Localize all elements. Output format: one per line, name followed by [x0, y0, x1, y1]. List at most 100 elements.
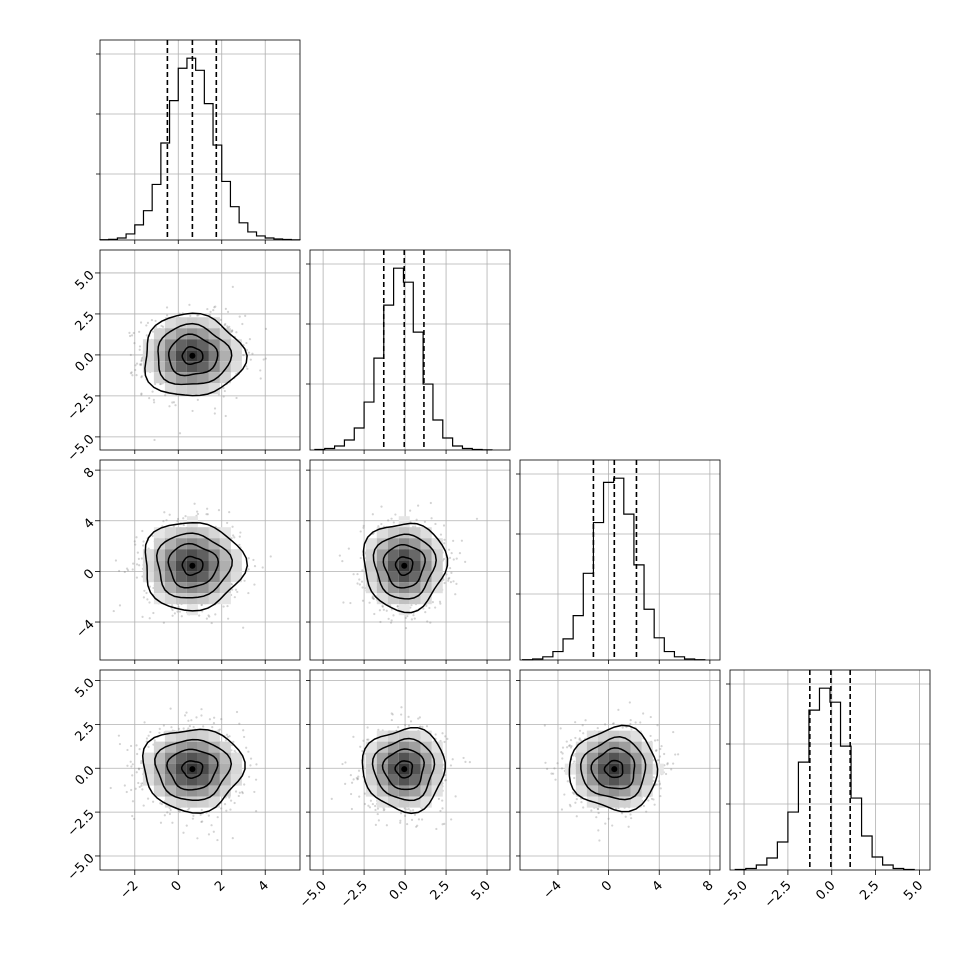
scatter-point: [653, 739, 657, 742]
scatter-point: [366, 726, 369, 729]
scatter-point: [381, 604, 384, 607]
density-cell: [420, 752, 432, 764]
scatter-point: [423, 520, 426, 523]
scatter-point: [130, 334, 134, 337]
scatter-point: [226, 310, 230, 313]
scatter-point: [412, 809, 415, 812]
scatter-point: [138, 564, 141, 567]
density-cell: [197, 538, 209, 550]
scatter-point: [659, 747, 662, 751]
scatter-point: [362, 739, 365, 742]
density-cell: [630, 774, 642, 786]
scatter-point: [182, 523, 185, 527]
density-cell: [431, 560, 443, 572]
scatter-point: [663, 752, 666, 756]
scatter-point: [129, 760, 132, 763]
y-tick-label-2-0: −4: [73, 617, 97, 641]
density-cell: [230, 571, 242, 583]
scatter-point: [146, 321, 150, 324]
contour-level-3: [181, 555, 204, 577]
scatter-point: [238, 791, 241, 794]
scatter-point: [231, 329, 234, 333]
scatter-point: [151, 330, 155, 333]
scatter-point: [206, 513, 209, 516]
scatter-panel-3-1: [309, 669, 511, 871]
density-cell: [398, 527, 410, 539]
density-cell: [186, 339, 198, 351]
density-cell: [387, 741, 399, 753]
density-cell: [219, 549, 231, 561]
scatter-point: [373, 612, 376, 616]
x-tick-label-2-0: −4: [541, 878, 565, 902]
contour-level-0: [361, 726, 446, 815]
scatter-point: [620, 812, 624, 815]
scatter-point: [454, 795, 457, 798]
panel-frame: [729, 669, 931, 871]
density-cell: [153, 350, 165, 362]
scatter-point: [133, 540, 136, 543]
y-tick-label-3-4: 5.0: [72, 676, 97, 701]
density-cell: [431, 774, 443, 786]
scatter-point: [568, 803, 572, 806]
scatter-point: [118, 569, 121, 573]
scatter-point: [253, 583, 256, 586]
scatter-point: [134, 364, 137, 367]
scatter-panel-3-0: [99, 669, 301, 871]
scatter-point: [652, 798, 655, 801]
scatter-point: [249, 764, 252, 767]
hist-panel-3: [726, 669, 931, 871]
scatter-point: [344, 761, 347, 764]
scatter-point: [133, 342, 136, 345]
scatter-point: [231, 525, 234, 528]
scatter-point: [642, 804, 646, 808]
scatter-point: [404, 723, 407, 727]
density-cell: [164, 785, 176, 797]
scatter-point: [252, 558, 255, 562]
density-cell: [219, 372, 231, 384]
density-cell: [575, 785, 587, 797]
density-cell: [219, 582, 231, 594]
scatter-point: [241, 792, 244, 795]
contour-level-1: [157, 322, 233, 386]
scatter-point: [170, 726, 173, 729]
density-cell: [376, 549, 388, 561]
scatter-point: [241, 790, 244, 794]
density-cell: [153, 527, 165, 539]
density-cell: [164, 527, 176, 539]
contour-level-2: [168, 333, 219, 377]
density-cell: [619, 730, 631, 742]
scatter-point: [349, 792, 353, 796]
scatter-point: [206, 507, 209, 510]
density-cell: [219, 752, 231, 764]
scatter-point: [151, 390, 154, 393]
contour-level-3: [180, 760, 204, 779]
scatter-point: [178, 810, 181, 813]
x-tick-label-2-3: 8: [700, 878, 716, 894]
scatter-point: [663, 764, 666, 767]
scatter-point: [140, 760, 143, 763]
scatter-point: [359, 530, 362, 533]
scatter-point: [235, 396, 238, 400]
contour-level-2: [590, 747, 636, 790]
density-cell: [564, 763, 576, 775]
scatter-point: [232, 740, 235, 743]
scatter-point: [184, 515, 187, 518]
scatter-point: [363, 802, 367, 806]
scatter-point: [243, 783, 246, 786]
scatter-point: [437, 797, 441, 800]
scatter-point: [369, 799, 372, 802]
scatter-point: [560, 808, 564, 811]
scatter-point: [566, 780, 569, 783]
density-cell: [175, 560, 187, 572]
scatter-panel-2-1: [309, 459, 511, 661]
scatter-point: [138, 330, 141, 333]
scatter-point: [390, 718, 393, 722]
scatter-point: [347, 547, 350, 550]
density-cell: [197, 785, 209, 797]
scatter-point: [231, 588, 234, 591]
contour-level-0: [144, 312, 248, 397]
density-cell: [186, 774, 198, 786]
density-cell: [376, 560, 388, 572]
scatter-point: [137, 768, 141, 771]
density-cell: [619, 774, 631, 786]
